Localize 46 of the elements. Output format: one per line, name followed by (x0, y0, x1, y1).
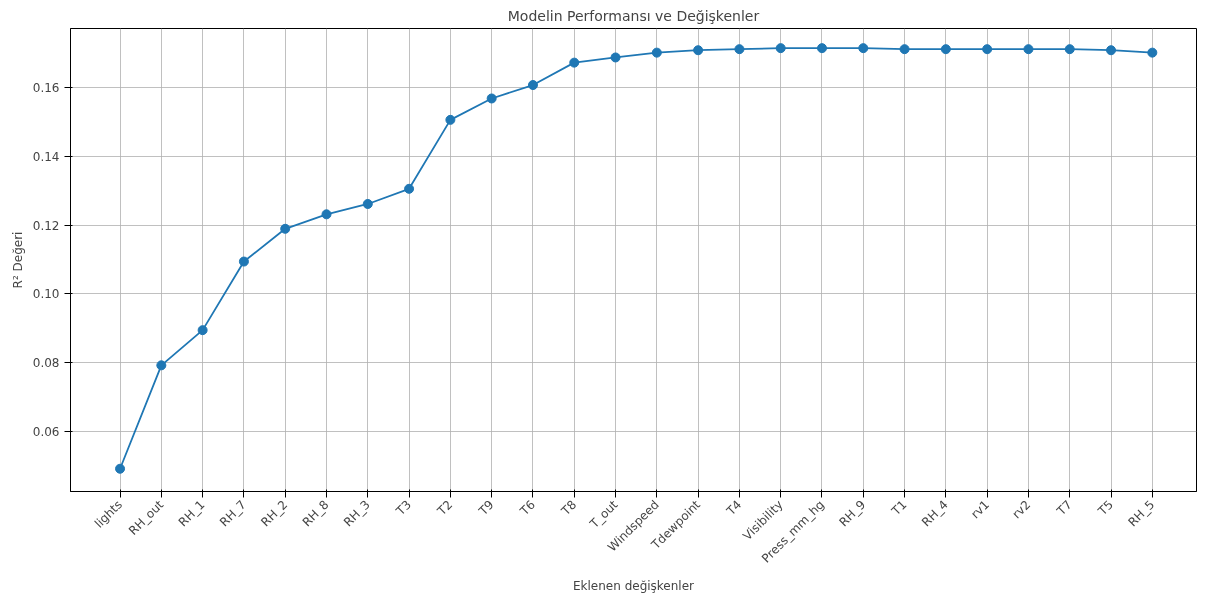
point (1023, 44, 1034, 55)
point (569, 57, 580, 68)
x-tick-label: T8 (558, 497, 580, 519)
point (486, 93, 497, 104)
point (734, 44, 745, 55)
point (1147, 47, 1158, 58)
x-tick-label: T7 (1053, 497, 1075, 519)
point (321, 209, 332, 220)
x-tick-label: T4 (723, 497, 745, 519)
point (527, 80, 538, 91)
point (197, 325, 208, 336)
x-tick-label: T6 (516, 497, 538, 519)
y-tick-label: 0.08 (32, 356, 60, 371)
y-axis-title: R² Değeri (10, 231, 25, 289)
x-tick-label: rv1 (968, 497, 993, 522)
point (362, 198, 373, 209)
point (775, 43, 786, 54)
x-tick-label: T9 (475, 497, 497, 519)
x-tick-label: T3 (392, 497, 415, 519)
chart-title: Modelin Performansı ve Değişkenler (507, 7, 760, 24)
point (816, 43, 827, 54)
y-tick-label: 0.14 (32, 149, 60, 164)
point (899, 44, 910, 55)
point (1106, 45, 1117, 56)
point (982, 44, 993, 55)
y-tick-label: 0.06 (32, 425, 60, 440)
x-tick-label: rv2 (1009, 497, 1034, 522)
point (238, 256, 249, 267)
x-tick-label: T5 (1094, 497, 1116, 519)
y-tick-label: 0.12 (32, 218, 60, 233)
x-tick-label: T1 (888, 497, 910, 519)
y-tick-label: 0.10 (32, 287, 60, 302)
y-tick-label: 0.16 (32, 80, 60, 95)
point (156, 360, 167, 371)
x-tick-label: T2 (434, 497, 456, 519)
point (280, 223, 291, 234)
point (858, 43, 869, 54)
point (651, 47, 662, 58)
point (610, 52, 621, 63)
point (693, 45, 704, 56)
point (1064, 44, 1075, 55)
point (445, 114, 456, 125)
x-axis-title: Eklenen değişkenler (572, 578, 695, 593)
point (115, 463, 126, 474)
point (404, 183, 415, 194)
point (940, 44, 951, 55)
